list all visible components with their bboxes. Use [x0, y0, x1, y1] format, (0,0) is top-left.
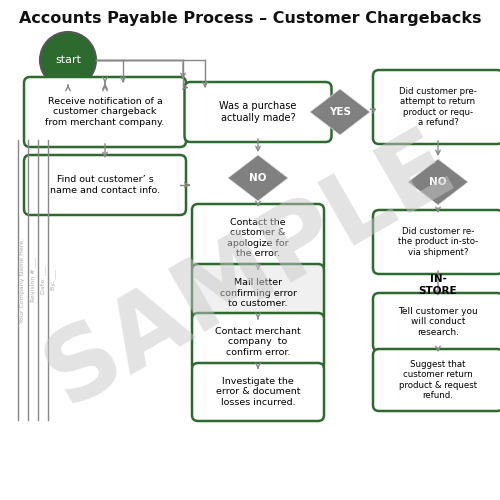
Text: Contact the
customer &
apologize for
the error.: Contact the customer & apologize for the…	[227, 218, 289, 258]
Text: Suggest that
customer return
product & request
refund.: Suggest that customer return product & r…	[399, 360, 477, 400]
Text: IN-
STORE: IN- STORE	[418, 274, 458, 296]
Text: Did customer pre-
attempt to return
product or requ-
a refund?: Did customer pre- attempt to return prod…	[399, 87, 477, 127]
Text: Revision # ___: Revision # ___	[30, 258, 36, 302]
FancyBboxPatch shape	[24, 77, 186, 147]
FancyBboxPatch shape	[192, 363, 324, 421]
FancyBboxPatch shape	[192, 264, 324, 322]
FancyBboxPatch shape	[373, 293, 500, 351]
Polygon shape	[310, 89, 370, 135]
Text: Mail letter
confirming error
to customer.: Mail letter confirming error to customer…	[220, 278, 296, 308]
Text: Did customer re-
the product in-sto-
via shipment?: Did customer re- the product in-sto- via…	[398, 227, 478, 257]
Text: By: ___: By: ___	[50, 270, 56, 290]
Circle shape	[40, 32, 96, 88]
Text: start: start	[55, 55, 81, 65]
FancyBboxPatch shape	[373, 70, 500, 144]
Text: Receive notification of a
customer chargeback
from merchant company.: Receive notification of a customer charg…	[46, 97, 164, 127]
FancyBboxPatch shape	[184, 82, 332, 142]
Polygon shape	[408, 159, 468, 205]
Text: NO: NO	[249, 173, 267, 183]
FancyBboxPatch shape	[192, 313, 324, 371]
Text: Date: ___: Date: ___	[40, 266, 46, 294]
Text: Tell customer you
will conduct
research.: Tell customer you will conduct research.	[398, 307, 478, 337]
Text: Investigate the
error & document
losses incurred.: Investigate the error & document losses …	[216, 377, 300, 407]
Text: Find out customer’ s
name and contact info.: Find out customer’ s name and contact in…	[50, 176, 160, 195]
Text: NO: NO	[429, 177, 447, 187]
FancyBboxPatch shape	[192, 204, 324, 272]
FancyBboxPatch shape	[373, 210, 500, 274]
Polygon shape	[228, 155, 288, 201]
Text: Contact merchant
company  to
confirm error.: Contact merchant company to confirm erro…	[215, 327, 301, 357]
Text: Your Company Name Here.: Your Company Name Here.	[20, 238, 25, 322]
FancyBboxPatch shape	[373, 349, 500, 411]
Text: YES: YES	[329, 107, 351, 117]
Text: Accounts Payable Process – Customer Chargebacks: Accounts Payable Process – Customer Char…	[19, 10, 481, 26]
Text: Was a purchase
actually made?: Was a purchase actually made?	[220, 101, 296, 123]
Text: SAMPLE: SAMPLE	[29, 114, 471, 426]
FancyBboxPatch shape	[24, 155, 186, 215]
